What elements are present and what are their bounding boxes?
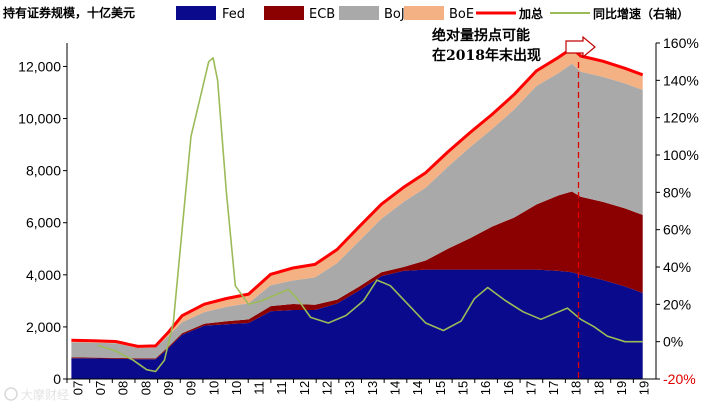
x-tick-label: 18 <box>569 381 584 395</box>
legend-swatch-boj <box>339 6 379 20</box>
x-tick-label: 07 <box>93 381 108 395</box>
legend-swatch-boe <box>404 6 444 20</box>
legend-swatch-ecb <box>264 6 304 20</box>
x-tick-label: 17 <box>546 381 561 395</box>
left-tick-label: 12,000 <box>18 58 61 74</box>
plot-area <box>71 46 644 379</box>
annotation: 绝对量拐点可能 在2018年末出现 <box>432 27 596 64</box>
right-tick-label: 120% <box>663 110 699 126</box>
left-tick-label: 0 <box>53 371 61 387</box>
legend-label-boj: BoJ <box>384 7 405 22</box>
right-tick-label: 0% <box>663 334 683 350</box>
x-tick-label: 16 <box>501 381 516 395</box>
watermark-icon <box>4 387 18 401</box>
x-tick-label: 08 <box>138 381 153 395</box>
left-tick-label: 10,000 <box>18 111 61 127</box>
area-ecb <box>71 191 643 360</box>
legend-label-total: 加总 <box>518 6 543 21</box>
x-tick-label: 19 <box>614 381 629 395</box>
right-tick-label: 20% <box>663 296 691 312</box>
watermark-text: 大摩财经 <box>21 387 69 402</box>
chart-legend: 持有证券规模，十亿美元 Fed ECB BoJ BoE 加总 同比增速（右轴） <box>3 5 689 22</box>
x-tick-label: 12 <box>297 381 312 395</box>
x-tick-label: 15 <box>455 381 470 395</box>
x-tick-label: 07 <box>70 381 85 395</box>
x-tick-label: 13 <box>342 381 357 395</box>
right-tick-label: 40% <box>663 259 691 275</box>
x-tick-label: 11 <box>252 381 267 395</box>
right-tick-label: 100% <box>663 147 699 163</box>
legend-swatch-fed <box>176 6 216 20</box>
left-tick-label: 2,000 <box>26 319 61 335</box>
left-tick-label: 4,000 <box>26 267 61 283</box>
x-tick-label: 10 <box>229 381 244 395</box>
x-tick-label: 16 <box>478 381 493 395</box>
axes: 0 2,000 4,000 6,000 8,000 10,000 12,000 -20% 0% 2… <box>18 35 699 395</box>
x-tick-label: 18 <box>591 381 606 395</box>
area-boj <box>71 63 643 359</box>
right-tick-label: 140% <box>663 72 699 88</box>
x-tick-label: 14 <box>410 381 425 395</box>
legend-label-yoy: 同比增速（右轴） <box>593 6 689 21</box>
annotation-arrow-icon <box>565 35 596 59</box>
x-tick-label: 15 <box>433 381 448 395</box>
chart-title: 持有证券规模，十亿美元 <box>3 5 135 20</box>
left-tick-label: 8,000 <box>26 163 61 179</box>
x-tick-label: 09 <box>161 381 176 395</box>
right-tick-label: 160% <box>663 35 699 51</box>
total-line <box>71 46 644 348</box>
x-tick-label: 13 <box>365 381 380 395</box>
x-tick-label: 14 <box>388 381 403 395</box>
legend-label-boe: BoE <box>449 7 474 22</box>
watermark-logo: 大摩财经 <box>4 387 69 402</box>
x-tick-label: 10 <box>206 381 221 395</box>
x-tick-label: 08 <box>116 381 131 395</box>
annotation-line-2: 在2018年末出现 <box>432 47 541 64</box>
right-tick-label: 80% <box>663 184 691 200</box>
legend-label-fed: Fed <box>222 7 245 22</box>
annotation-line-1: 绝对量拐点可能 <box>432 27 530 44</box>
yoy-line <box>97 57 643 373</box>
left-tick-label: 6,000 <box>26 215 61 231</box>
x-tick-label: 09 <box>184 381 199 395</box>
x-tick-label: 19 <box>637 381 652 395</box>
legend-label-ecb: ECB <box>309 7 335 22</box>
right-tick-label: 60% <box>663 222 691 238</box>
x-tick-label: 11 <box>274 381 289 395</box>
right-tick-label: -20% <box>663 371 696 387</box>
x-tick-label: 17 <box>523 381 538 395</box>
x-tick-label: 12 <box>320 381 335 395</box>
